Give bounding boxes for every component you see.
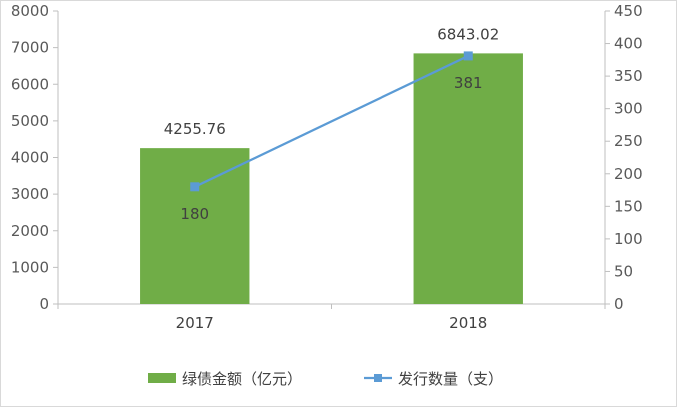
line-value-label: 381 xyxy=(454,74,483,92)
right-tick-label: 0 xyxy=(614,295,624,313)
bar-value-label: 6843.02 xyxy=(437,25,499,43)
legend-bar-label: 绿债金额（亿元） xyxy=(182,370,302,388)
left-tick-label: 5000 xyxy=(11,112,49,130)
right-tick-label: 450 xyxy=(614,2,643,20)
bar xyxy=(413,53,523,305)
right-tick-label: 200 xyxy=(614,165,643,183)
right-tick-label: 300 xyxy=(614,100,643,118)
right-tick-label: 100 xyxy=(614,230,643,248)
left-tick-label: 7000 xyxy=(11,39,49,57)
series-line xyxy=(194,54,469,188)
legend-line-label: 发行数量（支） xyxy=(398,370,503,388)
left-tick-label: 8000 xyxy=(11,2,49,20)
left-tick-label: 0 xyxy=(39,295,49,313)
left-tick-label: 4000 xyxy=(11,149,49,167)
category-label: 2017 xyxy=(176,314,214,332)
right-tick-label: 50 xyxy=(614,262,633,280)
legend-bar-swatch xyxy=(148,373,176,383)
legend-line-marker xyxy=(374,374,382,382)
left-tick-label: 2000 xyxy=(11,222,49,240)
left-tick-label: 6000 xyxy=(11,75,49,93)
line-value-label: 180 xyxy=(180,205,209,223)
legend: 绿债金额（亿元） 发行数量（支） xyxy=(148,370,503,388)
category-label: 2018 xyxy=(449,314,487,332)
right-tick-label: 250 xyxy=(614,132,643,150)
bar-series xyxy=(140,53,523,305)
right-tick-label: 350 xyxy=(614,67,643,85)
line-series xyxy=(190,51,473,192)
line-point xyxy=(463,51,473,61)
axes: 0 1000 2000 3000 4000 5000 6000 7000 8000 0 50 100 1… xyxy=(11,2,643,332)
left-tick-label: 1000 xyxy=(11,258,49,276)
right-tick-label: 400 xyxy=(614,35,643,53)
bar-value-label: 4255.76 xyxy=(164,120,226,138)
data-labels: 4255.76 6843.02 180 381 xyxy=(164,25,500,222)
left-tick-label: 3000 xyxy=(11,185,49,203)
line-point xyxy=(190,182,200,192)
bar xyxy=(140,148,250,304)
right-tick-label: 150 xyxy=(614,197,643,215)
